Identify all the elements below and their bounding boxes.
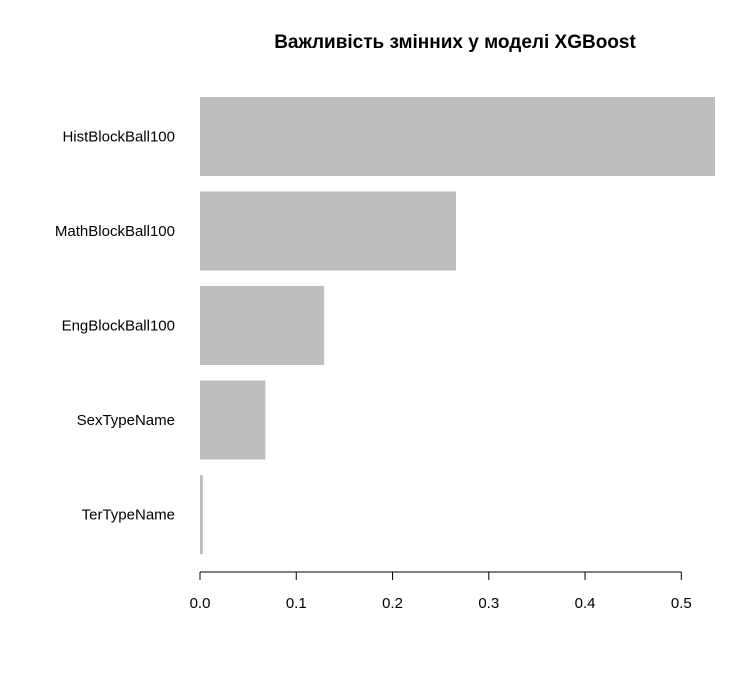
category-label-tertypename: TerTypeName [82,507,175,524]
bar-engblockball100 [200,286,325,365]
chart-title: Важливість змінних у моделі XGBoost [274,32,636,53]
bar-sextypename [200,380,266,460]
category-label-histblockball100: HistBlockBall100 [62,129,175,146]
category-labels: HistBlockBall100 MathBlockBall100 EngBlock… [55,129,175,524]
category-label-mathblockball100: MathBlockBall100 [55,223,175,240]
x-tick-label: 0.2 [382,595,403,612]
bar-mathblockball100 [200,191,457,271]
bar-histblockball100 [200,97,715,176]
x-tick-label: 0.1 [286,595,307,612]
bars-layer [200,97,715,554]
x-tick-label: 0.5 [671,595,692,612]
category-label-engblockball100: EngBlockBall100 [62,318,175,335]
x-tick-label: 0.4 [575,595,596,612]
x-tick-label: 0.0 [190,595,211,612]
x-tick-label: 0.3 [478,595,499,612]
bar-tertypename [200,475,203,554]
x-axis: 0.0 0.1 0.2 0.3 0.4 0.5 [190,571,692,612]
category-label-sextypename: SexTypeName [77,412,175,429]
